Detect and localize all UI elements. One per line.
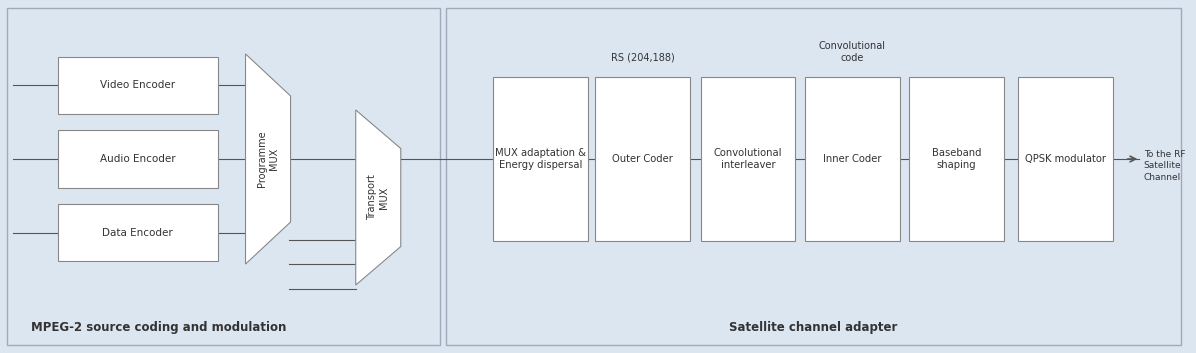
- FancyBboxPatch shape: [7, 8, 440, 345]
- Text: Satellite channel adapter: Satellite channel adapter: [730, 321, 897, 334]
- Text: MUX adaptation &
Energy dispersal: MUX adaptation & Energy dispersal: [495, 148, 586, 170]
- Text: Convolutional
code: Convolutional code: [819, 41, 886, 63]
- Text: Convolutional
interleaver: Convolutional interleaver: [714, 148, 782, 170]
- Polygon shape: [355, 110, 401, 285]
- FancyBboxPatch shape: [909, 77, 1003, 241]
- FancyBboxPatch shape: [1018, 77, 1113, 241]
- FancyBboxPatch shape: [57, 204, 218, 262]
- FancyBboxPatch shape: [701, 77, 795, 241]
- Text: QPSK modulator: QPSK modulator: [1025, 154, 1106, 164]
- Text: Video Encoder: Video Encoder: [100, 80, 176, 90]
- Text: To the RF
Satellite
Channel: To the RF Satellite Channel: [1143, 150, 1185, 181]
- Text: Outer Coder: Outer Coder: [612, 154, 673, 164]
- Text: Programme
MUX: Programme MUX: [257, 131, 279, 187]
- Text: Inner Coder: Inner Coder: [823, 154, 881, 164]
- Text: Transport
MUX: Transport MUX: [367, 175, 390, 221]
- FancyBboxPatch shape: [493, 77, 588, 241]
- Text: Audio Encoder: Audio Encoder: [99, 154, 176, 164]
- FancyBboxPatch shape: [57, 130, 218, 188]
- FancyBboxPatch shape: [446, 8, 1180, 345]
- Text: RS (204,188): RS (204,188): [611, 53, 675, 63]
- FancyBboxPatch shape: [596, 77, 690, 241]
- FancyBboxPatch shape: [805, 77, 899, 241]
- FancyBboxPatch shape: [57, 56, 218, 114]
- Text: Baseband
shaping: Baseband shaping: [932, 148, 982, 170]
- Text: MPEG-2 source coding and modulation: MPEG-2 source coding and modulation: [31, 321, 286, 334]
- Polygon shape: [245, 54, 291, 264]
- Text: Data Encoder: Data Encoder: [103, 228, 173, 238]
